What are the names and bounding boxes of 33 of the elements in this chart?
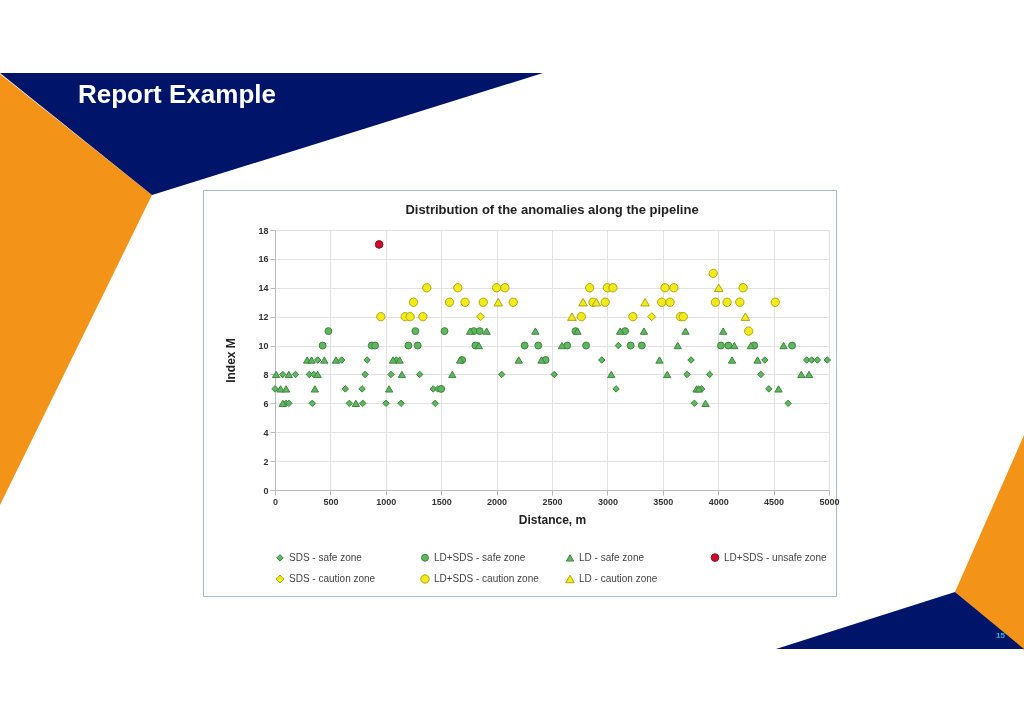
legend-label: LD - caution zone: [579, 573, 658, 584]
legend-label: SDS - caution zone: [289, 573, 376, 584]
x-tick-label: 3500: [653, 496, 674, 507]
y-tick-label: 12: [258, 312, 269, 323]
legend-label: LD+SDS - unsafe zone: [724, 551, 827, 563]
x-tick-label: 1500: [431, 496, 452, 507]
x-axis-title: Distance, m: [518, 512, 587, 527]
legend-label: LD - safe zone: [579, 551, 645, 563]
y-tick-label: 0: [263, 485, 269, 496]
y-tick-label: 2: [263, 456, 269, 467]
y-tick-label: 18: [258, 225, 269, 236]
y-tick-label: 14: [258, 283, 269, 294]
y-axis-title: Index M: [224, 338, 239, 383]
x-tick-label: 1000: [376, 496, 397, 507]
chart-title: Distribution of the anomalies along the pipeline: [405, 202, 699, 217]
y-tick-label: 4: [263, 427, 269, 438]
x-tick-label: 4500: [764, 496, 785, 507]
text: 15: [996, 631, 1005, 641]
x-tick-label: 3000: [597, 496, 618, 507]
legend-label: SDS - safe zone: [289, 551, 363, 563]
x-tick-label: 4000: [708, 496, 729, 507]
x-tick-label: 2500: [542, 496, 563, 507]
legend-label: LD+SDS - caution zone: [434, 573, 540, 584]
legend-label: LD+SDS - safe zone: [434, 551, 526, 563]
y-tick-label: 6: [263, 398, 269, 409]
y-tick-label: 8: [263, 369, 269, 380]
x-tick-label: 5000: [819, 496, 840, 507]
y-tick-label: 10: [258, 341, 269, 352]
x-tick-label: 500: [323, 496, 339, 507]
y-tick-label: 16: [258, 254, 269, 265]
x-tick-label: 2000: [487, 496, 508, 507]
x-tick-label: 0: [272, 496, 279, 507]
text: Report Example: [78, 78, 276, 110]
